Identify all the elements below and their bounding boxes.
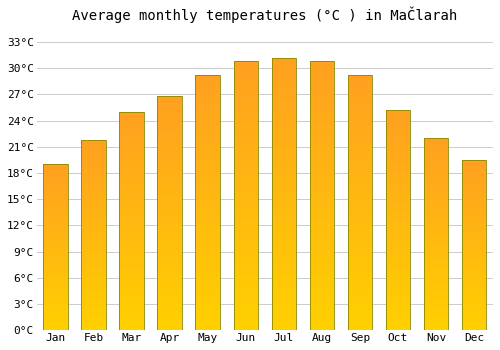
Bar bbox=[424, 138, 448, 330]
Bar bbox=[348, 75, 372, 330]
Bar bbox=[272, 58, 296, 330]
Bar bbox=[196, 75, 220, 330]
Bar bbox=[310, 61, 334, 330]
Bar bbox=[462, 160, 486, 330]
Bar bbox=[120, 112, 144, 330]
Title: Average monthly temperatures (°C ) in MaČlarah: Average monthly temperatures (°C ) in Ma… bbox=[72, 7, 458, 23]
Bar bbox=[158, 96, 182, 330]
Bar bbox=[82, 140, 106, 330]
Bar bbox=[44, 164, 68, 330]
Bar bbox=[234, 61, 258, 330]
Bar bbox=[386, 110, 410, 330]
